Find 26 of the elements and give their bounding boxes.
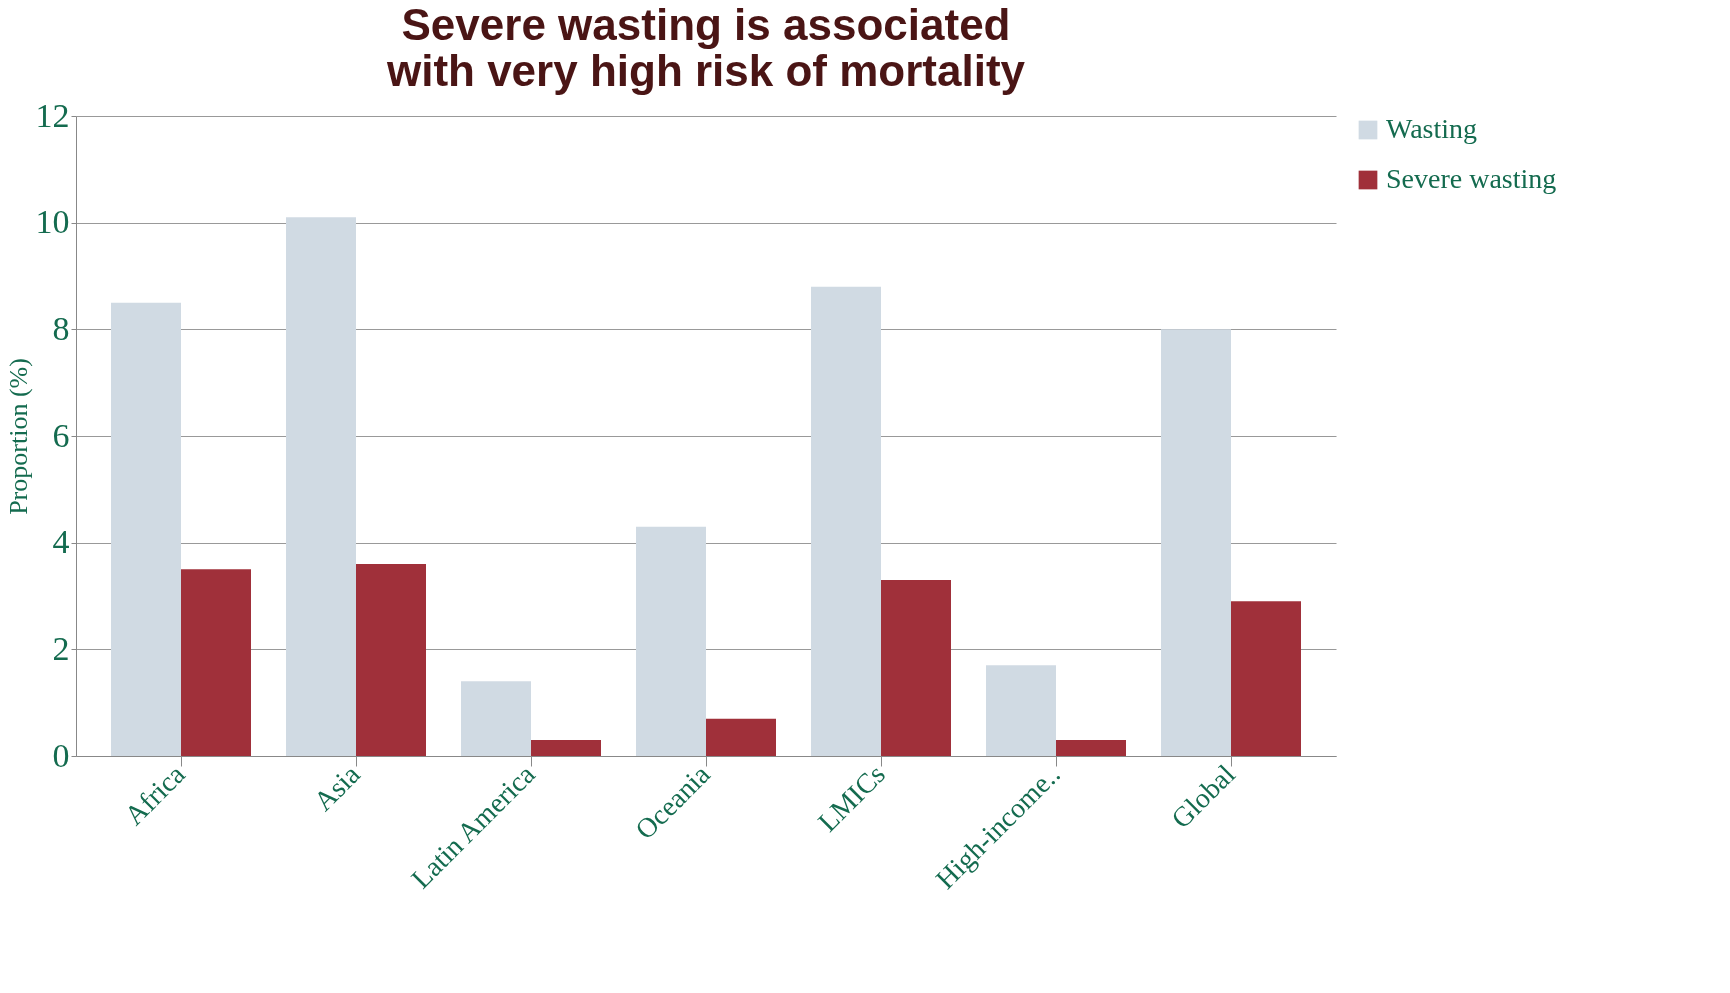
y-tick-label: 4	[52, 523, 70, 561]
y-axis-title: Proportion (%)	[3, 358, 33, 515]
bar	[531, 740, 601, 756]
legend-label: Severe wasting	[1386, 163, 1557, 194]
bar	[706, 718, 776, 756]
bar	[1161, 329, 1231, 756]
bar	[181, 569, 251, 756]
y-tick-label: 0	[52, 736, 70, 774]
legend-label: Wasting	[1386, 113, 1478, 144]
bar	[986, 665, 1056, 756]
x-tick-label: Asia	[307, 758, 367, 817]
bar	[286, 217, 356, 756]
bar	[1056, 740, 1126, 756]
bar	[356, 564, 426, 756]
bar	[461, 681, 531, 756]
bar	[111, 302, 181, 756]
y-tick-label: 12	[35, 96, 70, 134]
text: Severe wasting is associated	[401, 0, 1011, 49]
y-tick-label: 8	[52, 309, 70, 347]
bar	[811, 286, 881, 756]
y-tick-label: 10	[35, 203, 70, 241]
bar	[636, 526, 706, 756]
y-tick-label: 6	[52, 416, 70, 454]
y-tick-label: 2	[52, 629, 70, 667]
bar	[1231, 601, 1301, 756]
bar	[881, 580, 951, 756]
